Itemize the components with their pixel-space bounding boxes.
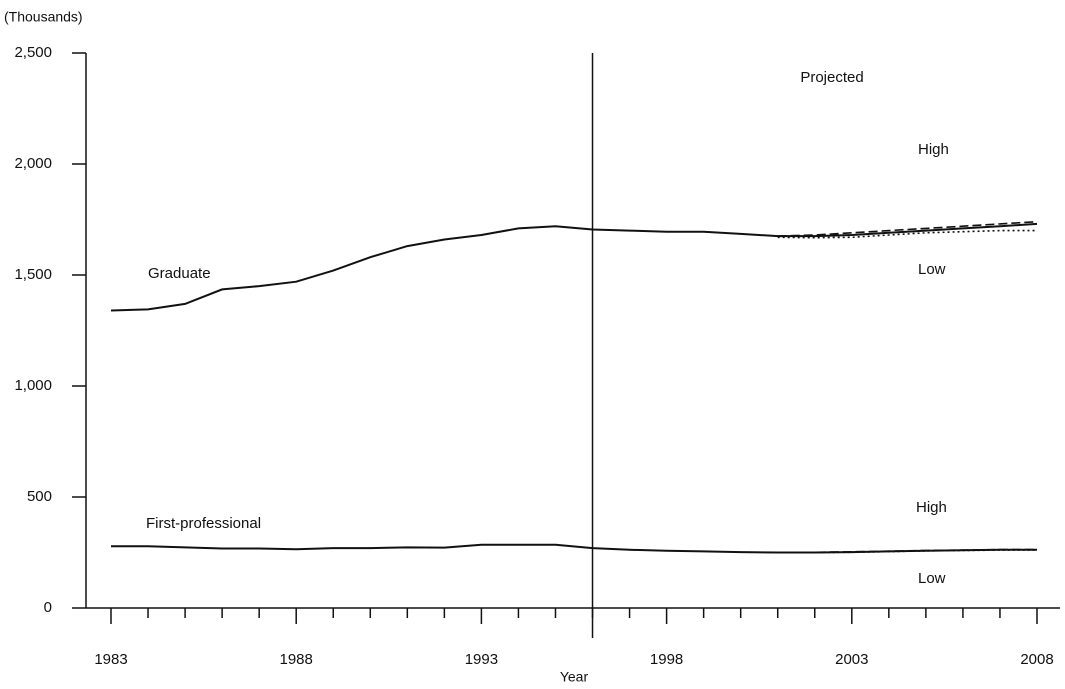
series-line (777, 549, 1037, 554)
y-tick-label: 2,000 (14, 155, 52, 172)
series-label: High (918, 141, 949, 158)
y-tick-label: 1,500 (14, 266, 52, 283)
series-line (110, 222, 1038, 312)
series-label: Graduate (148, 265, 211, 282)
series-label: First-professional (146, 515, 261, 532)
x-tick-label: 2008 (1020, 651, 1053, 668)
y-axis-label: (Thousands) (4, 9, 83, 25)
series-label: High (916, 499, 947, 516)
x-tick-label: 1993 (465, 651, 498, 668)
x-tick-label: 1988 (280, 651, 313, 668)
x-tick-label: 2003 (835, 651, 868, 668)
series-label: Low (918, 570, 946, 587)
y-tick-label: 500 (27, 488, 52, 505)
x-tick-label: 1983 (94, 651, 127, 668)
y-tick-label: 1,000 (14, 377, 52, 394)
series-line (777, 229, 1037, 239)
series-label: Low (918, 261, 946, 278)
series-line (777, 220, 1038, 237)
y-tick-label: 2,500 (14, 44, 52, 61)
x-axis-label: Year (560, 669, 589, 685)
annotation: Projected (800, 69, 863, 86)
y-tick-label: 0 (44, 599, 52, 616)
x-tick-label: 1998 (650, 651, 683, 668)
